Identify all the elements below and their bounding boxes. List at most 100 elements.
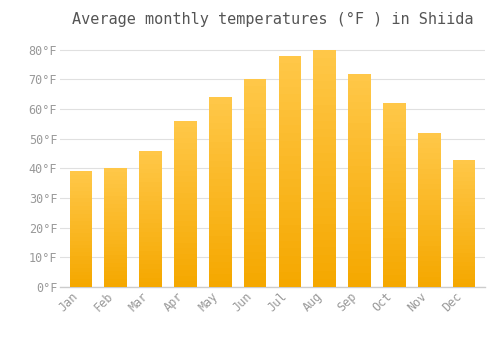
Bar (209, 236, 232, 243)
Bar (104, 247, 127, 251)
Bar (383, 128, 406, 134)
Bar (383, 250, 406, 256)
Bar (418, 256, 440, 261)
Bar (140, 273, 162, 278)
Bar (418, 179, 440, 184)
Bar (174, 232, 197, 237)
Bar (383, 226, 406, 232)
Bar (140, 160, 162, 164)
Bar (453, 181, 475, 185)
Bar (140, 219, 162, 223)
Bar (244, 155, 266, 162)
Bar (174, 271, 197, 276)
Bar (70, 222, 92, 225)
Bar (70, 206, 92, 210)
Bar (278, 141, 301, 148)
Bar (209, 186, 232, 192)
Bar (104, 204, 127, 208)
Bar (70, 272, 92, 275)
Bar (70, 233, 92, 237)
Bar (453, 274, 475, 279)
Bar (453, 270, 475, 274)
Bar (278, 148, 301, 156)
Bar (104, 259, 127, 263)
Bar (348, 116, 371, 123)
Bar (278, 156, 301, 164)
Bar (209, 161, 232, 167)
Bar (383, 121, 406, 128)
Bar (104, 216, 127, 220)
Bar (314, 192, 336, 200)
Bar (174, 182, 197, 187)
Bar (314, 224, 336, 232)
Bar (348, 123, 371, 131)
Bar (104, 236, 127, 239)
Bar (278, 110, 301, 117)
Bar (140, 196, 162, 201)
Bar (209, 122, 232, 129)
Bar (104, 228, 127, 232)
Bar (348, 266, 371, 273)
Bar (209, 256, 232, 262)
Bar (209, 180, 232, 186)
Bar (383, 103, 406, 109)
Bar (104, 263, 127, 267)
Bar (453, 172, 475, 176)
Bar (314, 247, 336, 256)
Bar (244, 135, 266, 142)
Bar (453, 253, 475, 257)
Bar (140, 187, 162, 191)
Bar (140, 260, 162, 264)
Bar (244, 93, 266, 100)
Bar (244, 79, 266, 86)
Bar (70, 225, 92, 229)
Bar (140, 155, 162, 160)
Bar (104, 244, 127, 247)
Bar (453, 240, 475, 245)
Bar (70, 248, 92, 252)
Bar (104, 188, 127, 192)
Bar (244, 232, 266, 239)
Bar (453, 198, 475, 202)
Bar (278, 117, 301, 125)
Bar (278, 63, 301, 71)
Bar (244, 86, 266, 93)
Bar (418, 205, 440, 210)
Bar (70, 198, 92, 202)
Bar (174, 248, 197, 254)
Bar (174, 198, 197, 204)
Bar (383, 164, 406, 170)
Bar (418, 195, 440, 200)
Bar (140, 210, 162, 214)
Bar (314, 129, 336, 137)
Bar (278, 94, 301, 102)
Bar (209, 249, 232, 256)
Bar (418, 199, 440, 205)
Bar (383, 262, 406, 268)
Bar (174, 176, 197, 182)
Bar (383, 134, 406, 140)
Bar (278, 233, 301, 241)
Bar (383, 183, 406, 189)
Bar (348, 237, 371, 244)
Bar (278, 56, 301, 63)
Bar (70, 202, 92, 206)
Bar (453, 185, 475, 189)
Bar (70, 264, 92, 268)
Bar (209, 274, 232, 281)
Bar (140, 169, 162, 173)
Bar (244, 169, 266, 176)
Bar (140, 223, 162, 228)
Bar (383, 201, 406, 207)
Bar (383, 256, 406, 262)
Bar (104, 192, 127, 196)
Bar (383, 152, 406, 158)
Bar (174, 265, 197, 271)
Bar (104, 168, 127, 172)
Bar (314, 208, 336, 216)
Bar (453, 219, 475, 223)
Bar (209, 243, 232, 249)
Bar (383, 232, 406, 238)
Bar (70, 275, 92, 279)
Bar (418, 210, 440, 215)
